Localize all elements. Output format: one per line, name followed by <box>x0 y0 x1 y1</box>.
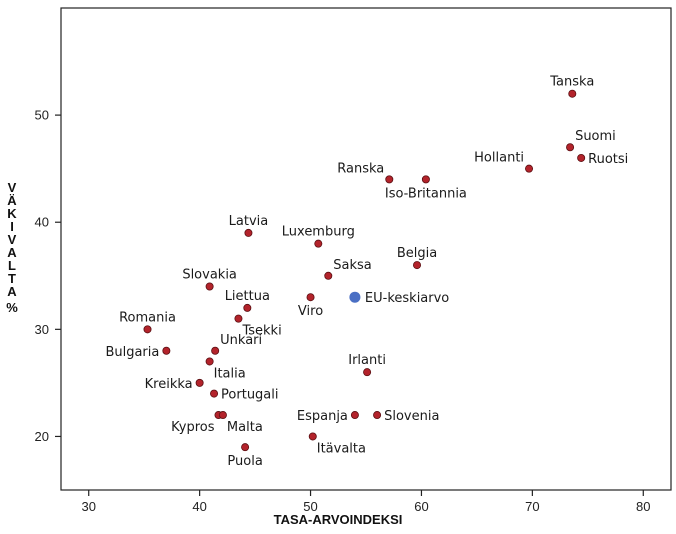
country-label: Portugali <box>221 388 278 403</box>
country-label: Irlanti <box>348 353 386 368</box>
y-axis-title-letter: Ä <box>7 193 17 208</box>
country-label: Kreikka <box>145 377 193 392</box>
country-point <box>314 239 323 248</box>
country-label: Suomi <box>575 129 616 144</box>
y-axis-title-letter: T <box>8 271 16 286</box>
eu-average-point <box>349 291 361 303</box>
y-axis-title-letter: % <box>6 300 18 315</box>
y-axis-title-letter: A <box>7 245 17 260</box>
y-tick-label: 40 <box>35 215 49 230</box>
country-label: Puola <box>227 454 262 469</box>
country-label: Tsekki <box>241 324 281 339</box>
country-label: Ruotsi <box>588 152 628 167</box>
country-label: Unkari <box>220 333 262 348</box>
country-label: Itävalta <box>317 441 366 456</box>
x-tick-label: 40 <box>192 499 206 514</box>
country-point <box>210 389 219 398</box>
y-axis-title-letter: V <box>8 180 17 195</box>
y-tick-label: 30 <box>35 322 49 337</box>
country-label: Romania <box>119 310 176 325</box>
country-label: Belgia <box>397 246 437 261</box>
country-point <box>324 271 333 280</box>
y-axis: 20 30 40 50 <box>35 108 61 444</box>
country-label: Tanska <box>549 75 594 90</box>
country-label: Italia <box>214 366 246 381</box>
y-axis-title-letter: L <box>8 258 16 273</box>
country-point <box>373 411 382 420</box>
country-label: Malta <box>227 420 263 435</box>
country-point <box>385 175 394 184</box>
country-point <box>234 314 243 323</box>
data-points <box>143 89 586 452</box>
plot-frame <box>60 7 672 491</box>
x-tick-label: 50 <box>303 499 317 514</box>
country-point <box>162 346 171 355</box>
country-label: Slovakia <box>182 267 237 282</box>
point-labels: Tanska Suomi Ruotsi Hollanti RanskaIso-Brita… <box>105 75 628 469</box>
country-point <box>525 164 534 173</box>
x-tick-label: 30 <box>81 499 95 514</box>
x-tick-label: 60 <box>414 499 428 514</box>
y-tick-label: 50 <box>35 108 49 123</box>
y-axis-title-letter: V <box>8 232 17 247</box>
country-point <box>566 143 575 152</box>
country-label: Kypros <box>171 420 215 435</box>
country-label: Slovenia <box>384 409 439 424</box>
country-label: Iso-Britannia <box>385 186 467 201</box>
country-point <box>350 411 359 420</box>
country-label: Saksa <box>333 258 372 273</box>
country-label: Espanja <box>297 409 348 424</box>
country-point <box>218 411 227 420</box>
country-point <box>413 261 422 270</box>
x-axis: 30 40 50 60 70 80 <box>81 490 651 514</box>
y-tick-label: 20 <box>35 429 49 444</box>
country-point <box>568 89 577 98</box>
country-label: Hollanti <box>474 151 524 166</box>
country-point <box>421 175 430 184</box>
country-label: Latvia <box>229 214 269 229</box>
y-axis-title-letter: K <box>7 206 17 221</box>
country-point <box>195 378 204 387</box>
country-label: Luxemburg <box>282 225 355 240</box>
country-point <box>205 282 214 291</box>
x-axis-title: TASA-ARVOINDEKSI <box>274 512 403 527</box>
x-tick-label: 80 <box>636 499 650 514</box>
country-point <box>243 303 252 312</box>
country-point <box>363 368 372 377</box>
eu-average-label: EU-keskiarvo <box>365 291 449 306</box>
country-label: Liettua <box>225 289 270 304</box>
country-point <box>143 325 152 334</box>
country-point <box>241 443 250 452</box>
country-point <box>205 357 214 366</box>
country-point <box>308 432 317 441</box>
country-label: Bulgaria <box>105 345 159 360</box>
country-point <box>211 346 220 355</box>
country-point <box>306 293 315 302</box>
x-tick-label: 70 <box>525 499 539 514</box>
country-point <box>244 228 253 237</box>
country-point <box>577 153 586 162</box>
country-label: Ranska <box>337 161 384 176</box>
country-label: Viro <box>298 304 323 319</box>
y-axis-title-letter: A <box>7 284 17 299</box>
y-axis-title-letter: I <box>10 219 14 234</box>
